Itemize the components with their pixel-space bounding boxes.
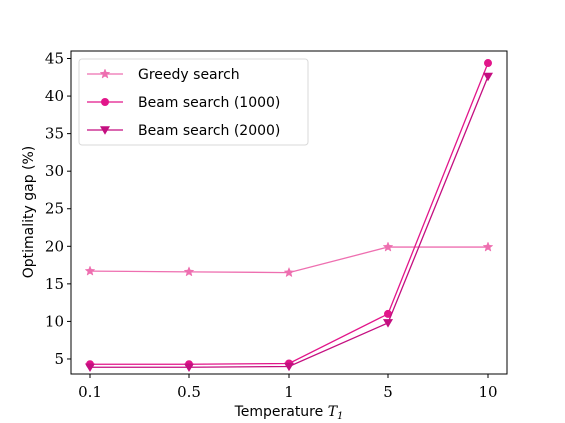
x-axis-label-subscript: 1 [337,411,343,422]
data-point-marker [482,241,494,252]
legend-label: Beam search (1000) [138,95,280,111]
y-tick-label: 20 [45,237,64,255]
legend-box [78,58,309,146]
data-point-marker [283,266,295,278]
y-tick-label: 45 [45,50,64,68]
data-point-marker [184,363,194,372]
data-point-marker [99,68,111,79]
x-axis-label: Temperature T1 [234,404,344,422]
y-tick-label: 15 [45,275,64,293]
y-axis-ticks: 5 10 15 20 25 30 35 40 45 [45,50,71,368]
x-tick-label: 1 [284,383,294,401]
series-group [84,241,494,278]
series-layer [84,59,494,372]
data-point-marker [383,319,393,328]
y-axis-label: Optimality gap (%) [21,146,37,279]
y-tick-label: 30 [45,162,64,180]
legend-entry: Beam search (2000) [87,123,280,139]
data-point-marker [284,362,294,372]
legend-label: Greedy search [138,67,240,83]
x-axis-label-math: T [328,404,339,420]
y-tick-label: 25 [45,200,64,218]
data-point-marker [100,126,110,135]
y-tick-label: 5 [54,350,64,368]
data-point-marker [101,98,109,106]
y-tick-label: 35 [45,125,64,143]
legend-entry: Greedy search [87,67,240,83]
data-point-marker [484,59,492,68]
series-group [85,72,493,372]
x-axis-ticks: 0.1 0.5 1 5 10 [78,374,498,401]
legend: Greedy search Beam search (1000) Beam sear… [78,58,309,146]
y-tick-label: 40 [45,87,64,105]
legend-entry: Beam search (1000) [87,95,280,111]
data-point-marker [483,72,493,82]
data-point-marker [384,309,392,318]
data-point-marker [183,266,195,277]
data-point-marker [84,265,96,276]
data-point-marker [85,363,95,372]
legend-label: Beam search (2000) [138,123,280,139]
x-tick-label: 0.5 [177,383,201,401]
x-tick-label: 10 [478,383,497,401]
x-tick-label: 0.1 [78,383,102,401]
data-point-marker [382,241,394,252]
y-tick-label: 10 [45,312,64,330]
x-tick-label: 5 [383,383,393,401]
